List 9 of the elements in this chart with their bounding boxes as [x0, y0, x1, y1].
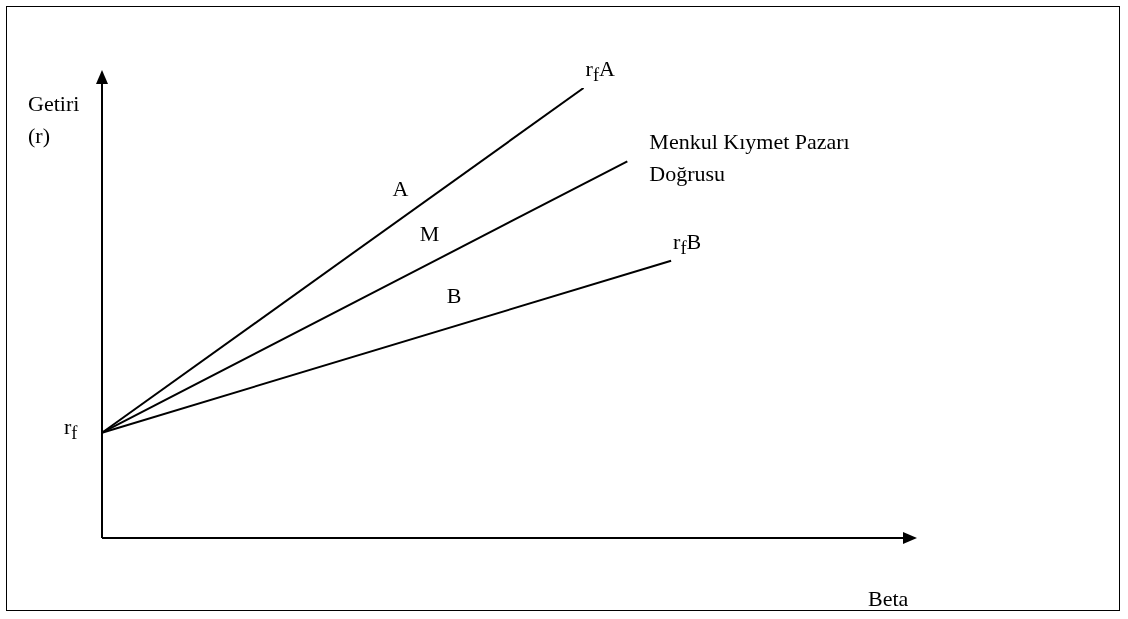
annotation: M [419, 220, 440, 249]
annotation: B [446, 282, 462, 311]
series-label: r$_{f}$B [673, 227, 703, 261]
series-label: Menkul Kıymet Pazarı Doğrusu [649, 128, 851, 189]
x-axis-title: Beta [868, 585, 909, 613]
series-label: r$_{f}$A [585, 55, 616, 88]
annotation: A [392, 175, 409, 203]
text: r$_{f}$ [64, 412, 78, 446]
y-axis-title: Getiri (r) [28, 90, 81, 150]
